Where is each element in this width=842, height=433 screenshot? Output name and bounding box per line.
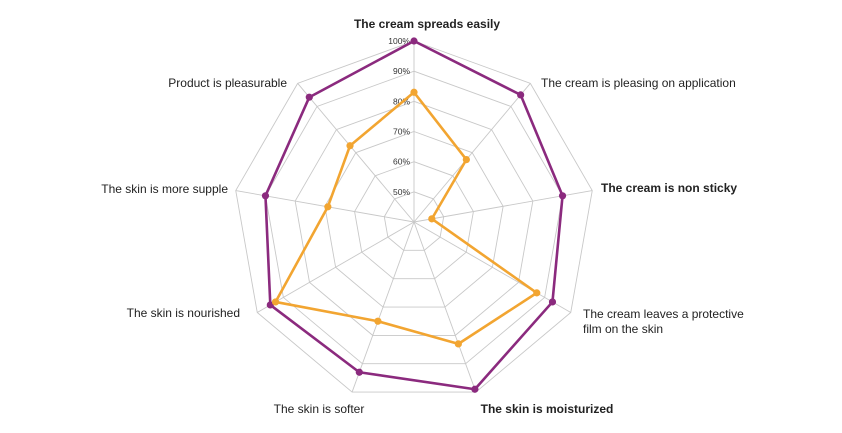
axis-label: The skin is more supple: [101, 182, 228, 196]
series-2-point: [410, 88, 418, 96]
axis-label-line: The skin is moisturized: [481, 402, 614, 416]
series-2-point: [428, 215, 436, 223]
grid-ring: [235, 40, 593, 393]
series-1-point: [410, 37, 418, 45]
grid-ring: [294, 100, 534, 336]
grid-spoke: [257, 221, 415, 313]
series-2-point: [374, 317, 382, 325]
axis-label: The cream is non sticky: [601, 181, 737, 195]
radar-axis-labels: The cream spreads easily The cream is ple…: [101, 17, 744, 416]
axis-label-line: The skin is nourished: [127, 306, 240, 320]
axis-label: The cream leaves a protective film on the…: [583, 307, 744, 336]
grid-ring: [324, 131, 504, 308]
axis-label: The skin is nourished: [127, 306, 240, 320]
series-line-2: [274, 90, 539, 346]
axis-label: The skin is softer: [274, 402, 365, 416]
axis-label: The cream spreads easily: [354, 17, 500, 31]
series-1-point: [548, 298, 557, 306]
axis-label-line: film on the skin: [583, 322, 663, 336]
axis-label-line: The skin is softer: [274, 402, 365, 416]
grid-spoke: [413, 221, 571, 313]
series-1-point: [517, 91, 525, 99]
series-1-point: [471, 385, 479, 393]
tick-label: 60%: [393, 157, 410, 167]
tick-label: 70%: [393, 127, 410, 137]
radar-tick-labels: 50%60%70%80%90%100%: [388, 36, 410, 197]
axis-label-line: The cream leaves a protective: [583, 307, 744, 321]
series-2-point: [462, 156, 470, 164]
series-1-point: [305, 93, 313, 101]
axis-label-line: Product is pleasurable: [168, 76, 287, 90]
grid-spoke: [351, 221, 415, 393]
axis-label-line: The cream spreads easily: [354, 17, 500, 31]
grid-ring: [264, 70, 564, 365]
series-line-1: [264, 39, 564, 391]
series-2-point: [346, 142, 354, 150]
tick-label: 100%: [388, 36, 410, 46]
axis-label: The cream is pleasing on application: [541, 76, 736, 90]
axis-label-line: The cream is pleasing on application: [541, 76, 736, 90]
grid-ring: [354, 161, 474, 280]
grid-spoke: [413, 221, 477, 393]
series-1-point: [261, 192, 270, 200]
series-2-point: [454, 340, 462, 348]
series-1-point: [266, 301, 274, 309]
axis-label: The skin is moisturized: [481, 402, 614, 416]
grid-spoke: [413, 83, 531, 223]
radar-series: [261, 37, 567, 393]
axis-label: Product is pleasurable: [168, 76, 287, 90]
tick-label: 90%: [393, 66, 410, 76]
axis-label-line: The cream is non sticky: [601, 181, 737, 195]
axis-label-line: The skin is more supple: [101, 182, 228, 196]
series-1-point: [355, 368, 363, 376]
series-2-point: [271, 298, 280, 306]
series-2-point: [324, 203, 332, 211]
series-2-point: [533, 289, 541, 297]
series-1-point: [558, 192, 567, 200]
grid-spoke: [297, 83, 415, 223]
tick-label: 50%: [393, 187, 410, 197]
